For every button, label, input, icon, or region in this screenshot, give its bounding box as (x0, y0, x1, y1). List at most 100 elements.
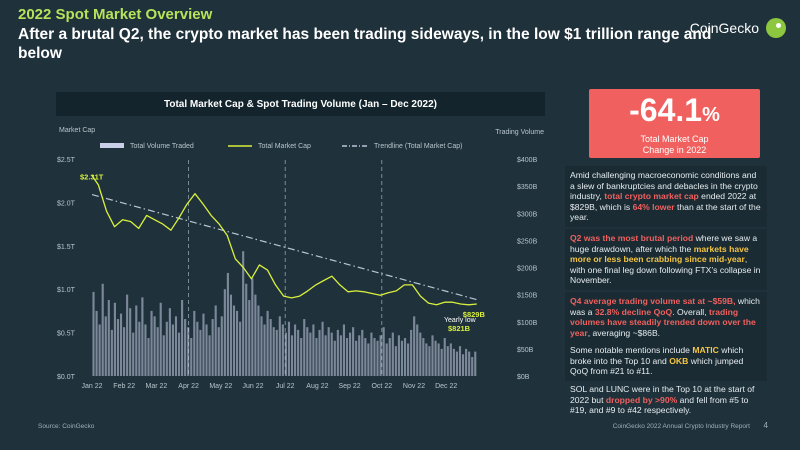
volume-bar (455, 351, 459, 376)
volume-bar (297, 329, 300, 376)
note-text-segment: SOL and LUNC were in the Top 10 at the s… (570, 384, 755, 405)
volume-bar (284, 332, 287, 376)
volume-bar (113, 302, 116, 376)
note-text-segment: which was a (570, 296, 760, 317)
volume-bar (248, 300, 251, 376)
page-number: 4 (763, 421, 768, 430)
right-tick-label: $50B (517, 347, 534, 354)
volume-bar (153, 316, 156, 376)
volume-bar (281, 324, 284, 376)
market-cap-line (91, 175, 477, 306)
note-market-cap: Amid challenging macroeconomic condition… (565, 166, 767, 227)
note-text-segment: trading volumes have steadily trended do… (570, 306, 756, 338)
volume-bar (116, 319, 120, 376)
volume-bar (342, 324, 346, 376)
volume-bar (232, 305, 236, 376)
volume-bar (132, 332, 135, 376)
x-tick-label: Dec 22 (435, 383, 457, 390)
volume-bar (135, 305, 138, 376)
note-volume: Q4 average trading volume sat at ~$59B, … (565, 292, 767, 343)
volume-bar (382, 327, 385, 376)
volume-bar (217, 327, 220, 376)
volume-bar (147, 338, 150, 376)
volume-bar (416, 324, 419, 376)
right-axis-title: Trading Volume (495, 129, 544, 136)
volume-bar (266, 310, 269, 376)
end-value-label: $829B (463, 310, 486, 319)
right-tick-label: $100B (517, 320, 538, 327)
right-tick-label: $150B (517, 293, 538, 300)
volume-bar (364, 338, 367, 376)
stat-unit: % (702, 104, 720, 126)
volume-bar (156, 327, 159, 376)
volume-bar (446, 346, 449, 376)
note-text-segment: Some notable mentions include (570, 345, 693, 355)
x-tick-label: May 22 (209, 383, 232, 390)
volume-bar (324, 335, 327, 376)
volume-bar (358, 335, 361, 376)
volume-bar (162, 335, 165, 376)
left-tick-label: $2.5T (57, 157, 76, 164)
note-text-segment: Amid challenging macroeconomic condition… (570, 170, 758, 202)
volume-bar (321, 321, 324, 376)
market-cap-change-value: -64.1% (589, 91, 760, 134)
volume-bar (437, 343, 440, 376)
stat-number: -64.1 (629, 92, 703, 128)
note-text-segment: total crypto market cap (604, 191, 699, 202)
note-text-segment: 32.8% decline QoQ (594, 306, 673, 317)
volume-bar (226, 272, 229, 376)
yearly-low-caption: Yearly low (444, 317, 477, 324)
note-text-segment: ended 2022 at $829B, which is (570, 191, 757, 212)
left-tick-label: $2.0T (57, 200, 76, 207)
left-tick-label: $1.5T (57, 244, 76, 251)
volume-bar (361, 329, 364, 376)
volume-bar (419, 332, 422, 376)
volume-bar (181, 300, 184, 376)
volume-bar (171, 324, 174, 376)
volume-bar (434, 340, 437, 376)
note-text-segment: which broke into the Top 10 and (570, 345, 744, 366)
volume-bar (260, 316, 263, 376)
x-tick-label: Feb 22 (113, 383, 135, 390)
volume-bar (269, 319, 272, 376)
volume-bar (141, 297, 144, 376)
legend-marketcap-label: Total Market Cap (258, 143, 311, 150)
volume-bar (440, 348, 443, 376)
volume-bar (214, 305, 217, 376)
volume-bar (275, 329, 278, 376)
volume-bar (122, 327, 126, 376)
volume-bar (367, 343, 370, 376)
volume-bar (355, 340, 358, 376)
volume-bar (336, 329, 339, 376)
right-tick-label: $350B (517, 184, 538, 191)
x-tick-label: Nov 22 (403, 383, 425, 390)
volume-bar (303, 319, 306, 376)
volume-bar (400, 340, 404, 376)
volume-bar (300, 338, 303, 376)
brand: CoinGecko (690, 18, 786, 38)
volume-bar (394, 346, 397, 376)
market-chart: Market Cap Trading Volume Total Volume Tra… (57, 127, 544, 390)
volume-bar (397, 335, 400, 376)
volume-bar (443, 338, 446, 376)
volume-bar (251, 278, 254, 376)
volume-bar (287, 321, 291, 376)
volume-bar (202, 313, 205, 376)
volume-bar (352, 327, 355, 376)
volume-bar (196, 321, 199, 376)
note-text-segment: which jumped QoQ from #21 to #11. (570, 355, 744, 377)
volume-bar (101, 283, 104, 376)
volume-bar (239, 321, 242, 376)
volume-bar (407, 343, 410, 376)
volume-bar (211, 319, 214, 376)
note-text-segment: . Overall, (672, 306, 709, 317)
note-text-segment: and fell from #5 to #19, and #9 to #42 r… (570, 394, 749, 416)
trendline (91, 194, 477, 301)
volume-bar (184, 319, 187, 376)
volume-bar (187, 327, 190, 376)
volume-bar (422, 338, 425, 376)
volume-bar (193, 310, 196, 376)
volume-bar (110, 329, 113, 376)
note-text-segment: markets have more or less been crabbing … (570, 243, 749, 265)
volume-bar (388, 338, 391, 376)
